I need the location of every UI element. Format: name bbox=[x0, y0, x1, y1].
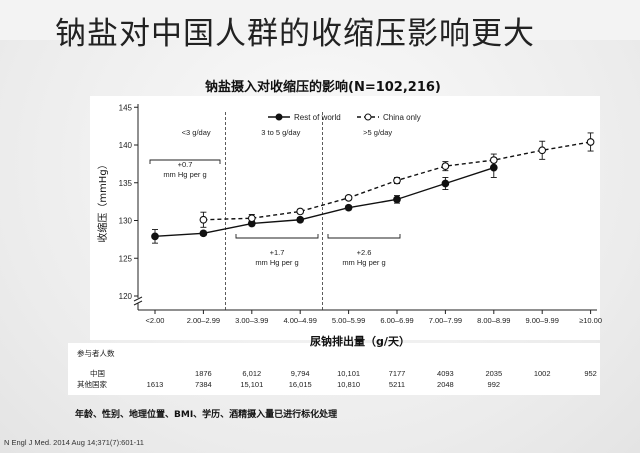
slope-annotation: mm Hg per g bbox=[342, 258, 385, 267]
data-point bbox=[586, 138, 595, 146]
slope-annotation: mm Hg per g bbox=[163, 170, 206, 179]
data-point bbox=[151, 232, 159, 241]
adjustment-footnote: 年龄、性别、地理位置、BMI、学历、酒精摄入量已进行标化处理 bbox=[75, 410, 338, 420]
slope-bracket bbox=[327, 234, 401, 239]
participants-count: 952 bbox=[584, 369, 597, 378]
y-tick-label: 120 bbox=[119, 292, 133, 301]
region-label: 3 to 5 g/day bbox=[261, 128, 300, 137]
participants-count: 7384 bbox=[195, 380, 212, 389]
participants-count: 7177 bbox=[389, 369, 406, 378]
data-point bbox=[393, 195, 401, 204]
participants-panel bbox=[68, 343, 600, 395]
slope-annotation: mm Hg per g bbox=[255, 258, 298, 267]
participants-header: 参与者人数 bbox=[77, 348, 115, 358]
legend-label: China only bbox=[383, 113, 421, 122]
participants-count: 16,015 bbox=[289, 380, 312, 389]
region-label: >5 g/day bbox=[363, 128, 392, 137]
participants-count: 9,794 bbox=[291, 369, 310, 378]
participants-count: 2035 bbox=[485, 369, 502, 378]
chart-title: 钠盐摄入对收缩压的影响(N=102,216) bbox=[205, 80, 441, 95]
data-point bbox=[344, 194, 353, 202]
data-point bbox=[441, 179, 450, 188]
x-tick-label: 3.00–3.99 bbox=[235, 316, 268, 325]
x-tick-label: 6.00–6.99 bbox=[380, 316, 413, 325]
y-tick-label: 135 bbox=[119, 179, 133, 188]
y-axis-label: 收缩压（mmHg） bbox=[96, 159, 109, 242]
participants-count: 10,101 bbox=[337, 369, 360, 378]
participants-count: 992 bbox=[488, 380, 501, 389]
y-tick-label: 130 bbox=[119, 217, 133, 226]
x-tick-label: ≥10.00 bbox=[579, 316, 602, 325]
data-point bbox=[344, 203, 353, 212]
y-tick-label: 125 bbox=[119, 254, 133, 263]
legend-marker bbox=[275, 113, 283, 121]
region-label: <3 g/day bbox=[182, 128, 211, 137]
participants-count: 15,101 bbox=[240, 380, 263, 389]
x-tick-label: <2.00 bbox=[146, 316, 165, 325]
x-tick-label: 9.00–9.99 bbox=[526, 316, 559, 325]
data-point bbox=[296, 207, 305, 216]
participants-count: 10,810 bbox=[337, 380, 360, 389]
participants-row-label: 中国 bbox=[90, 368, 105, 378]
participants-count: 1613 bbox=[147, 380, 164, 389]
series-line bbox=[154, 166, 495, 238]
x-tick-label: 5.00–5.99 bbox=[332, 316, 365, 325]
slope-bracket bbox=[149, 159, 221, 164]
data-point bbox=[199, 215, 208, 224]
data-point bbox=[199, 229, 208, 238]
data-point bbox=[296, 215, 305, 224]
legend-marker bbox=[364, 113, 372, 121]
chart-panel bbox=[90, 96, 600, 340]
participants-row-label: 其他国家 bbox=[77, 379, 107, 389]
x-tick-label: 7.00–7.99 bbox=[429, 316, 462, 325]
participants-count: 1002 bbox=[534, 369, 551, 378]
slide-title: 钠盐对中国人群的收缩压影响更大 bbox=[55, 16, 535, 52]
data-point bbox=[441, 162, 450, 170]
legend-label: Rest of world bbox=[294, 113, 341, 122]
data-point bbox=[489, 156, 498, 164]
data-point bbox=[247, 214, 256, 223]
slope-bracket bbox=[235, 234, 319, 239]
data-point bbox=[538, 146, 547, 155]
y-tick-label: 145 bbox=[119, 103, 133, 112]
slope-annotation: +2.6 bbox=[357, 248, 372, 257]
participants-count: 6,012 bbox=[242, 369, 261, 378]
x-tick-label: 2.00–2.99 bbox=[187, 316, 220, 325]
participants-count: 2048 bbox=[437, 380, 454, 389]
axis-break-mark bbox=[133, 300, 143, 306]
participants-count: 4093 bbox=[437, 369, 454, 378]
participants-count: 1876 bbox=[195, 369, 212, 378]
x-axis-label: 尿钠排出量（g/天） bbox=[310, 334, 410, 348]
data-point bbox=[393, 176, 401, 185]
slope-annotation: +0.7 bbox=[178, 160, 193, 169]
citation: N Engl J Med. 2014 Aug 14;371(7):601-11 bbox=[4, 438, 144, 447]
y-tick-label: 140 bbox=[119, 141, 133, 150]
slope-annotation: +1.7 bbox=[270, 248, 285, 257]
x-tick-label: 4.00–4.99 bbox=[284, 316, 317, 325]
participants-count: 5211 bbox=[389, 380, 405, 389]
x-tick-label: 8.00–8.99 bbox=[477, 316, 510, 325]
axis-break-mark bbox=[133, 296, 143, 302]
